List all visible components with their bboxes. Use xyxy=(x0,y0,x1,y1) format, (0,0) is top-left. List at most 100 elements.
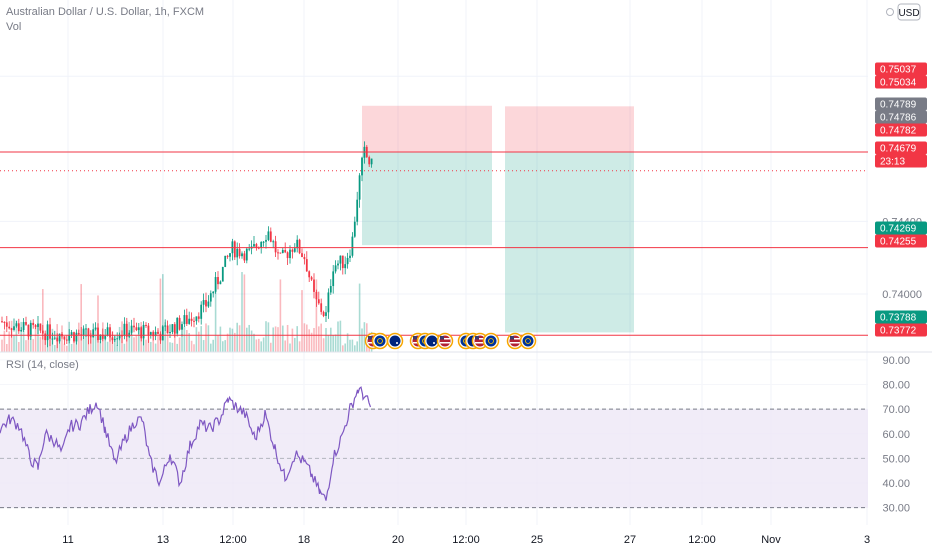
time-tick-label: Nov xyxy=(761,534,781,546)
candle-body xyxy=(253,244,255,247)
volume-bar xyxy=(63,343,66,352)
event-flag-eu-icon[interactable] xyxy=(519,332,537,350)
volume-bar xyxy=(214,289,217,352)
currency-button[interactable]: USD xyxy=(886,3,921,21)
volume-bar xyxy=(54,345,56,352)
candle-body xyxy=(56,337,59,342)
event-flag-eu-icon[interactable] xyxy=(482,332,500,350)
price-label-text: 0.74255 xyxy=(880,237,917,248)
candle-body xyxy=(195,316,198,322)
volume-bar xyxy=(195,327,198,352)
candle-body xyxy=(133,325,135,328)
candle-body xyxy=(308,271,311,278)
candle-body xyxy=(37,323,39,327)
volume-bar xyxy=(99,341,102,352)
volume-bar xyxy=(231,328,234,352)
volume-bar xyxy=(205,323,207,352)
time-tick-label: 20 xyxy=(392,534,404,546)
volume-bar xyxy=(85,329,87,352)
volume-bar xyxy=(298,341,301,352)
event-flags[interactable] xyxy=(364,332,537,350)
volume-bar xyxy=(334,334,337,352)
volume-bar xyxy=(198,331,200,352)
volume-bar xyxy=(176,343,178,352)
candle-body xyxy=(128,332,131,337)
event-flag-au-icon[interactable] xyxy=(386,332,404,350)
position-stop-zone[interactable] xyxy=(362,105,492,153)
volume-bar xyxy=(236,322,238,352)
volume-bar xyxy=(294,337,296,352)
volume-bar xyxy=(351,339,354,352)
candle-body xyxy=(205,300,207,307)
chart-title: Australian Dollar / U.S. Dollar, 1h, FXC… xyxy=(6,6,204,18)
position-target-zone[interactable] xyxy=(362,152,492,246)
candle-body xyxy=(178,317,181,330)
candle-body xyxy=(65,339,68,341)
candle-body xyxy=(320,303,323,312)
candle-body xyxy=(193,320,195,322)
price-label: 0.74789 xyxy=(875,97,927,111)
volume-bar xyxy=(217,335,219,352)
candle-body xyxy=(339,255,342,264)
candle-body xyxy=(284,249,287,253)
candle-body xyxy=(341,255,344,269)
volume-bar xyxy=(284,340,286,352)
candle-body xyxy=(349,255,351,258)
position-stop-zone[interactable] xyxy=(505,106,634,153)
volume-bar xyxy=(73,338,75,352)
position-target-zone[interactable] xyxy=(505,152,634,333)
volume-bar xyxy=(306,324,308,352)
event-flag-au-icon[interactable] xyxy=(423,332,441,350)
price-label-text: 0.74789 xyxy=(880,100,917,111)
candle-body xyxy=(173,324,176,334)
candle-body xyxy=(27,324,30,337)
volume-bar xyxy=(241,272,243,352)
event-flag-us-icon[interactable] xyxy=(436,332,454,350)
candle-body xyxy=(29,322,32,337)
volume-bar xyxy=(18,342,20,352)
candle-body xyxy=(22,322,25,330)
volume-bar xyxy=(42,289,44,352)
time-tick-label: 18 xyxy=(298,534,310,546)
candle-body xyxy=(289,249,291,259)
volume-bar xyxy=(94,328,97,352)
volume-bar xyxy=(330,327,332,352)
volume-bar xyxy=(30,333,32,352)
candle-body xyxy=(241,253,243,257)
candle-body xyxy=(140,327,143,339)
candle-body xyxy=(260,241,263,248)
candle-body xyxy=(229,253,231,257)
candle-body xyxy=(15,323,18,327)
candle-body xyxy=(49,324,51,339)
price-tick-label: 0.74000 xyxy=(882,289,922,301)
event-flag-us-icon[interactable] xyxy=(506,332,524,350)
candle-body xyxy=(291,249,294,252)
volume-bar xyxy=(313,327,315,352)
candle-body xyxy=(94,327,97,330)
volume-bar xyxy=(34,326,37,352)
volume-bar xyxy=(174,332,176,352)
candle-body xyxy=(183,315,186,325)
candle-body xyxy=(298,239,301,254)
volume-bar xyxy=(188,333,190,352)
candle-body xyxy=(197,316,200,319)
price-label: 0.73788 xyxy=(875,310,927,324)
price-label: 0.75034 xyxy=(875,75,927,89)
candle-body xyxy=(92,329,95,338)
candle-body xyxy=(8,326,11,329)
event-flag-eu-icon[interactable] xyxy=(371,332,389,350)
price-label-text: 0.75034 xyxy=(880,78,917,89)
price-label: 0.74679 xyxy=(875,141,927,155)
volume-bar xyxy=(361,328,363,352)
candle-body xyxy=(149,332,152,335)
price-label: 0.73772 xyxy=(875,323,927,337)
candle-body xyxy=(332,271,335,287)
volume-bar xyxy=(166,329,169,352)
rsi-axis[interactable]: 90.00 80.00 70.00 60.00 50.00 40.00 30.00 xyxy=(882,355,910,515)
position-tools[interactable] xyxy=(362,105,634,333)
rsi-tick-label: 40.00 xyxy=(882,478,910,490)
candle-body xyxy=(89,336,92,338)
time-axis[interactable]: 11 13 12:00 18 20 12:00 25 27 12:00 Nov 3 xyxy=(62,534,870,546)
time-tick-label: 25 xyxy=(531,534,543,546)
